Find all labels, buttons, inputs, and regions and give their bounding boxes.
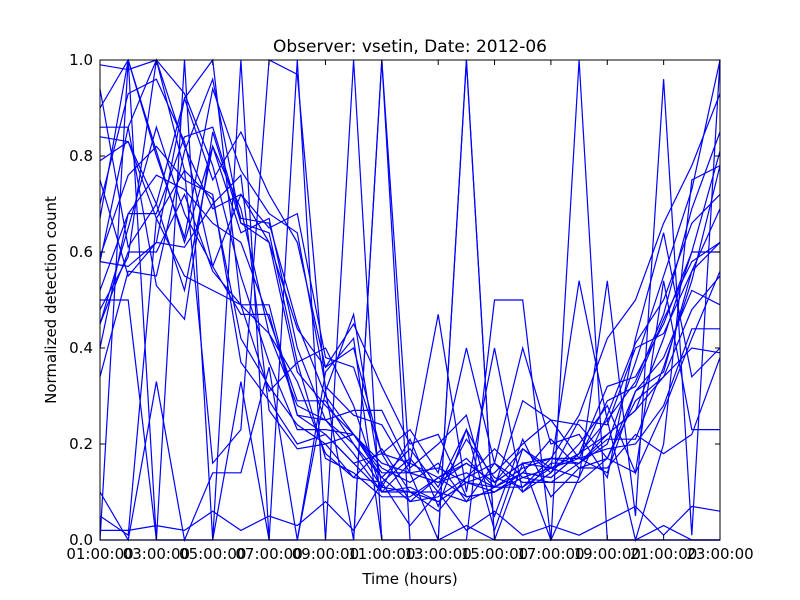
x-tick-label: 07:00:00: [235, 545, 302, 563]
x-tick-label: 15:00:00: [461, 545, 528, 563]
series-line-10: [99, 145, 720, 503]
series-line-13: [100, 481, 721, 537]
x-tick-label: 21:00:00: [630, 545, 697, 563]
series-line-7: [99, 192, 721, 503]
chart-title: Observer: vsetin, Date: 2012-06: [273, 37, 547, 57]
series-group: [99, 58, 721, 543]
x-tick-label: 19:00:00: [574, 545, 641, 563]
y-tick-label: 0.6: [69, 243, 93, 261]
x-tick-label: 17:00:00: [517, 545, 584, 563]
series-line-8: [99, 136, 721, 503]
x-tick-label: 23:00:00: [686, 545, 753, 563]
y-tick-label: 0.8: [69, 147, 93, 165]
series-line-22: [99, 59, 721, 543]
x-tick-label: 09:00:00: [292, 545, 359, 563]
series-line-23: [99, 58, 721, 484]
series-line-18: [99, 96, 720, 494]
series-line-20: [99, 88, 721, 518]
ticks-group: 01:00:0003:00:0005:00:0007:00:0009:00:00…: [66, 51, 753, 563]
y-tick-label: 0.2: [69, 435, 93, 453]
series-line-19: [99, 125, 721, 480]
y-tick-label: 1.0: [69, 51, 93, 69]
series-line-6: [99, 174, 721, 489]
x-tick-label: 13:00:00: [404, 545, 471, 563]
series-line-24: [99, 126, 721, 503]
y-tick-label: 0.0: [69, 531, 93, 549]
y-axis-label: Normalized detection count: [42, 196, 60, 404]
x-tick-label: 05:00:00: [179, 545, 246, 563]
plot-frame: [99, 59, 721, 541]
x-tick-label: 11:00:00: [348, 545, 415, 563]
y-tick-label: 0.4: [69, 339, 93, 357]
series-line-3: [99, 77, 721, 498]
x-tick-label: 03:00:00: [123, 545, 190, 563]
x-tick-label: 01:00:00: [66, 545, 133, 563]
x-axis-label: Time (hours): [361, 570, 457, 588]
